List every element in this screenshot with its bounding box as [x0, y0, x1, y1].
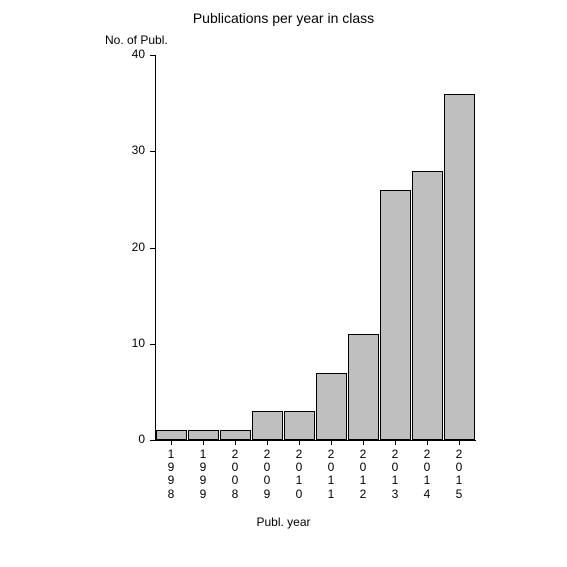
y-tick-label: 40 [115, 47, 145, 61]
bar [316, 373, 347, 440]
x-tick [299, 440, 300, 445]
y-tick-label: 20 [115, 240, 145, 254]
x-tick-label: 2015 [449, 448, 469, 501]
y-tick-label: 30 [115, 143, 145, 157]
x-tick-label: 2010 [289, 448, 309, 501]
y-tick [150, 248, 155, 249]
bar [348, 334, 379, 440]
x-tick-label: 2012 [353, 448, 373, 501]
x-tick-label: 2013 [385, 448, 405, 501]
x-tick-label: 2014 [417, 448, 437, 501]
x-tick [459, 440, 460, 445]
y-tick [150, 55, 155, 56]
bar [220, 430, 251, 440]
x-tick-label: 1998 [161, 448, 181, 501]
x-tick [267, 440, 268, 445]
y-tick [150, 151, 155, 152]
chart-container: Publications per year in class No. of Pu… [0, 0, 567, 567]
x-tick [331, 440, 332, 445]
x-tick-label: 1999 [193, 448, 213, 501]
x-tick [363, 440, 364, 445]
bar [412, 171, 443, 441]
y-axis-title: No. of Publ. [105, 33, 168, 47]
x-tick-label: 2009 [257, 448, 277, 501]
bar [188, 430, 219, 440]
x-tick [171, 440, 172, 445]
x-tick-label: 2011 [321, 448, 341, 501]
y-tick-label: 10 [115, 336, 145, 350]
y-tick-label: 0 [115, 432, 145, 446]
y-tick [150, 440, 155, 441]
x-tick [203, 440, 204, 445]
y-tick [150, 344, 155, 345]
bar [284, 411, 315, 440]
x-axis-title: Publ. year [0, 515, 567, 529]
bar [380, 190, 411, 440]
bar [252, 411, 283, 440]
x-tick-label: 2008 [225, 448, 245, 501]
bar [444, 94, 475, 441]
x-tick [235, 440, 236, 445]
x-tick [395, 440, 396, 445]
x-tick [427, 440, 428, 445]
bar [156, 430, 187, 440]
chart-title: Publications per year in class [0, 10, 567, 26]
